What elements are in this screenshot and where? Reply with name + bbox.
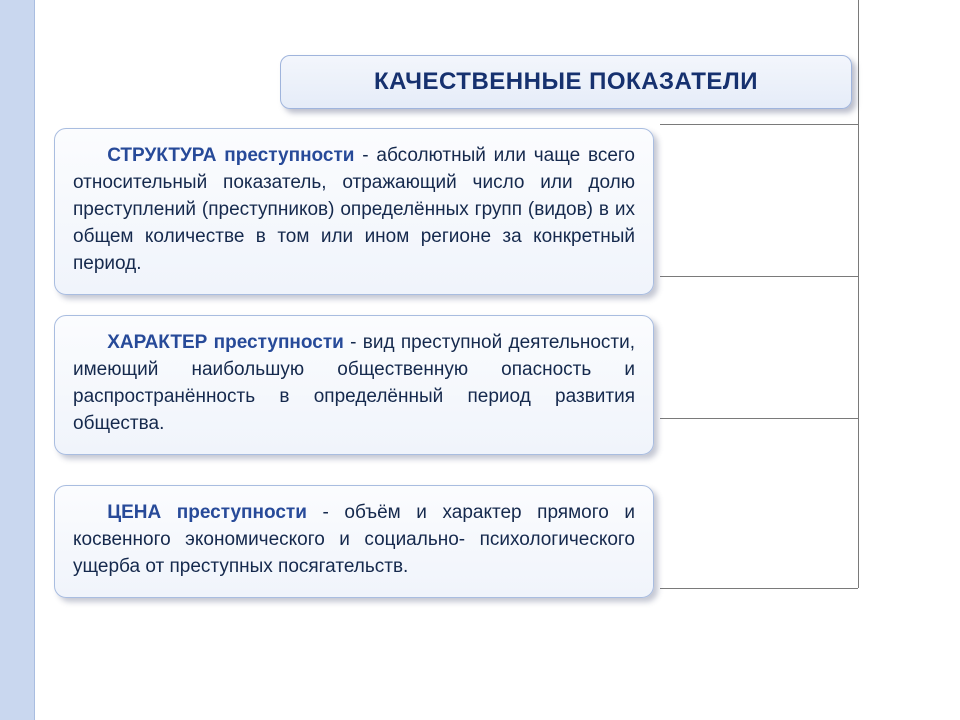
sep-0: - (354, 145, 376, 166)
card-character: ХАРАКТЕР преступности - вид преступной д… (54, 315, 654, 455)
term-structure: СТРУКТУРА преступности (107, 145, 354, 166)
sep-1: - (344, 332, 363, 353)
bracket-stub-2 (660, 418, 858, 419)
card-structure: СТРУКТУРА преступности - абсолютный или … (54, 128, 654, 295)
header-box: КАЧЕСТВЕННЫЕ ПОКАЗАТЕЛИ (280, 55, 852, 109)
bracket-vertical (858, 0, 859, 588)
card-price: ЦЕНА преступности - объём и характер пря… (54, 485, 654, 598)
header-title: КАЧЕСТВЕННЫЕ ПОКАЗАТЕЛИ (374, 68, 758, 96)
bracket-stub-1 (660, 276, 858, 277)
side-strip (0, 0, 35, 720)
sep-2: - (307, 502, 344, 523)
bracket-stub-0 (660, 124, 858, 125)
term-price: ЦЕНА преступности (107, 502, 307, 523)
bracket-stub-3 (660, 588, 858, 589)
term-character: ХАРАКТЕР преступности (107, 332, 344, 353)
